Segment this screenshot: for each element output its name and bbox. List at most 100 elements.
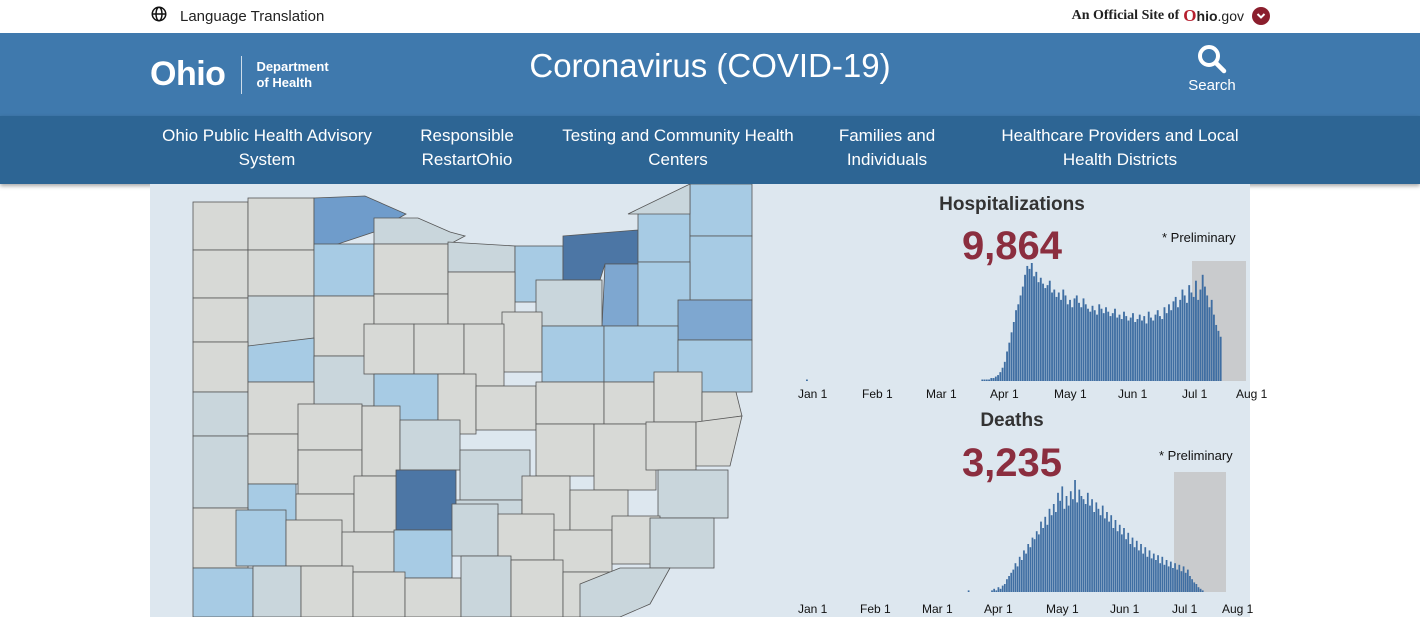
chart-bar xyxy=(1044,516,1047,592)
county-shape xyxy=(313,243,375,297)
county-shape xyxy=(535,279,603,327)
chart-bar xyxy=(1035,531,1038,592)
deaths-bar-chart[interactable] xyxy=(776,472,1250,598)
chart-bar xyxy=(1097,508,1100,592)
chart-bar xyxy=(1015,310,1017,381)
chart-bar xyxy=(1010,572,1013,592)
page-title: Coronavirus (COVID-19) xyxy=(529,47,891,84)
chart-bar xyxy=(1099,515,1102,592)
chart-bar xyxy=(1129,544,1132,592)
nav-item-label: Testing and Community Health xyxy=(562,126,794,145)
chart-bar xyxy=(1143,316,1146,381)
county-shape xyxy=(657,469,729,519)
chart-bar xyxy=(1082,499,1085,592)
deaths-preliminary-note: * Preliminary xyxy=(1159,448,1233,463)
chart-bar xyxy=(1080,496,1083,592)
county-shape xyxy=(535,381,605,425)
nav-item-label: RestartOhio xyxy=(421,150,513,169)
chart-bar xyxy=(1174,563,1176,592)
chart-bar xyxy=(1114,308,1116,381)
chart-bar xyxy=(1024,274,1026,381)
chart-bar xyxy=(1110,515,1113,592)
county-shape xyxy=(501,311,543,373)
county-shape xyxy=(247,295,315,347)
chart-bar xyxy=(1189,576,1191,592)
utility-bar: Language Translation An Official Site of… xyxy=(0,0,1420,33)
county-shape xyxy=(404,577,462,617)
chart-bar xyxy=(1003,584,1006,592)
covid-dashboard-panel: Hospitalizations 9,864 * Preliminary Jan… xyxy=(150,184,1267,617)
county-shape xyxy=(252,565,302,617)
chart-bar xyxy=(1060,299,1062,382)
ohio-county-map[interactable] xyxy=(150,184,760,617)
nav-item-testing-centers[interactable]: Testing and Community Health Centers xyxy=(558,124,798,172)
site-header: Ohio Department of Health Coronavirus (C… xyxy=(0,33,1420,116)
nav-item-responsible-restart[interactable]: Responsible RestartOhio xyxy=(410,124,524,172)
chart-bar xyxy=(1172,301,1175,381)
chart-bar xyxy=(1018,556,1021,592)
chart-bar xyxy=(1170,310,1173,381)
chart-bar xyxy=(1048,508,1051,592)
x-tick-label: Jan 1 xyxy=(798,387,828,401)
chart-bar xyxy=(1136,319,1139,381)
logo-department-text: Department of Health xyxy=(256,59,328,91)
chart-bar xyxy=(1014,563,1017,592)
chart-bar xyxy=(1208,307,1211,381)
county-shape xyxy=(689,235,753,301)
chart-bar xyxy=(1131,537,1134,592)
nav-item-families-individuals[interactable]: Families and Individuals xyxy=(834,124,940,172)
chart-bar xyxy=(1114,520,1117,592)
chart-bar xyxy=(991,590,993,592)
chevron-down-icon[interactable] xyxy=(1252,7,1270,25)
logo-ohio-text: Ohio xyxy=(150,55,226,93)
chart-bar xyxy=(992,378,995,381)
official-site-banner[interactable]: An Official Site of Ohio.gov xyxy=(1072,6,1270,26)
county-shape xyxy=(603,325,679,383)
nav-item-label: Responsible xyxy=(420,126,514,145)
chart-bar xyxy=(1093,310,1096,381)
county-shape xyxy=(451,503,499,557)
search-button[interactable]: Search xyxy=(1184,43,1240,94)
hospitalizations-bar-chart[interactable] xyxy=(776,254,1250,384)
chart-bar xyxy=(1100,308,1103,381)
chart-bar xyxy=(1112,528,1115,592)
county-shape xyxy=(285,519,343,567)
chart-bar xyxy=(1111,313,1114,381)
county-shape xyxy=(601,263,639,327)
chart-bar xyxy=(1204,286,1206,381)
chart-bar xyxy=(1075,295,1078,381)
chart-bar xyxy=(1003,361,1006,382)
main-nav: Ohio Public Health Advisory System Respo… xyxy=(0,116,1420,184)
nav-item-healthcare-providers[interactable]: Healthcare Providers and Local Health Di… xyxy=(998,124,1242,172)
x-tick-label: Aug 1 xyxy=(1236,387,1268,401)
nav-item-label: Healthcare Providers and Local xyxy=(1001,126,1239,145)
county-shape xyxy=(475,385,537,431)
chart-bar xyxy=(997,375,999,381)
ohio-department-of-health-logo[interactable]: Ohio Department of Health xyxy=(150,55,329,94)
county-shape xyxy=(695,415,743,467)
chart-bar xyxy=(997,587,1000,592)
chart-bar xyxy=(1127,532,1130,592)
county-shape xyxy=(395,469,457,531)
chart-bar xyxy=(1118,314,1121,382)
county-shape xyxy=(247,197,315,251)
chart-bar xyxy=(1134,322,1137,381)
chart-bar xyxy=(1217,330,1220,381)
chart-bar xyxy=(1206,295,1209,381)
chart-bar xyxy=(1067,505,1070,592)
chart-bar xyxy=(1010,332,1013,381)
chart-bar xyxy=(1093,512,1096,592)
county-shape xyxy=(497,513,555,561)
chart-bar xyxy=(1219,336,1222,381)
chart-bar xyxy=(1006,579,1008,592)
chart-bar xyxy=(1008,342,1011,381)
x-tick-label: Apr 1 xyxy=(990,387,1019,401)
chart-bar xyxy=(1145,323,1148,381)
chart-bar xyxy=(1123,528,1125,592)
chart-bar xyxy=(1146,556,1149,592)
chart-bar xyxy=(1184,572,1187,592)
language-translation-link[interactable]: Language Translation xyxy=(150,5,324,27)
county-shape xyxy=(247,337,315,383)
county-shape xyxy=(627,184,691,215)
nav-item-public-health-advisory[interactable]: Ohio Public Health Advisory System xyxy=(160,124,374,172)
